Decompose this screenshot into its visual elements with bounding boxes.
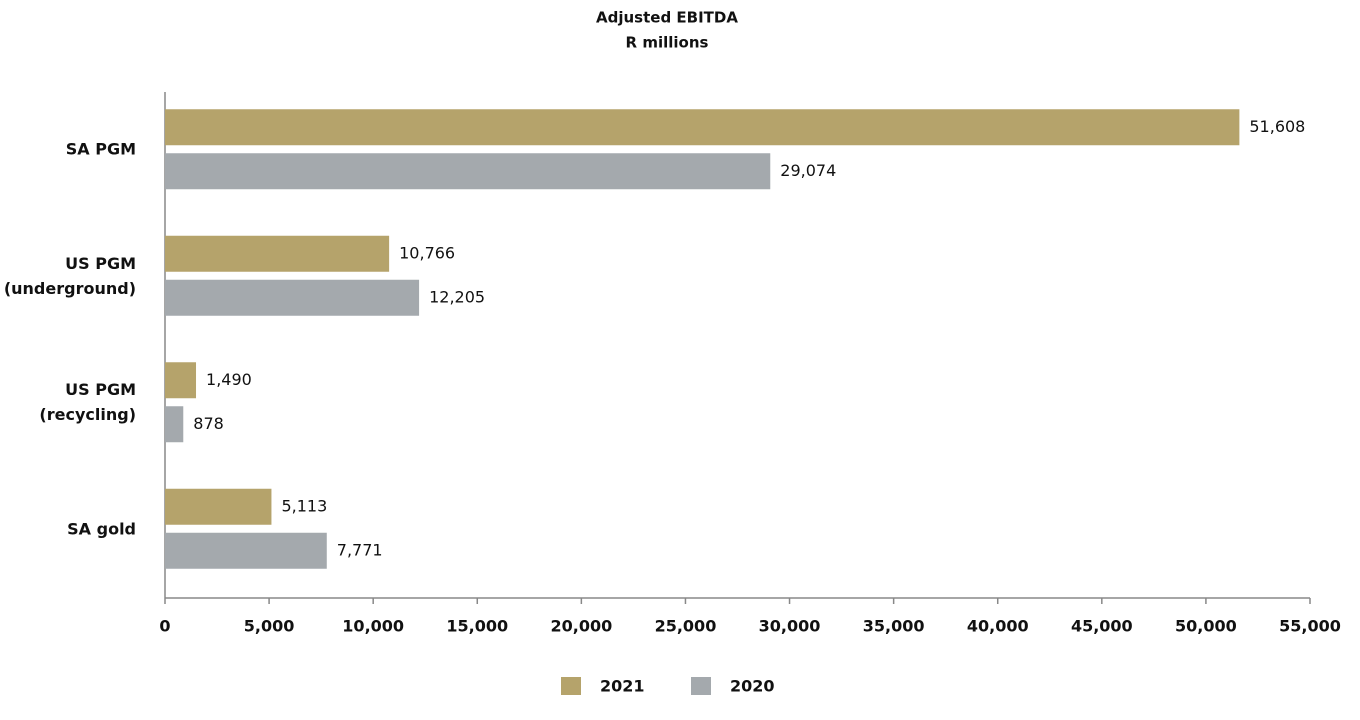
bar <box>165 362 197 399</box>
category-label: US PGM (recycling) <box>39 380 136 425</box>
bar <box>165 153 771 190</box>
bar <box>165 109 1240 146</box>
chart-subtitle: R millions <box>626 34 709 52</box>
legend-label: 2021 <box>600 677 645 696</box>
bar <box>165 279 420 316</box>
x-tick-label: 30,000 <box>759 617 821 636</box>
x-tick-label: 10,000 <box>342 617 404 636</box>
x-tick-label: 15,000 <box>446 617 508 636</box>
x-tick-label: 25,000 <box>655 617 717 636</box>
x-tick-label: 35,000 <box>863 617 925 636</box>
value-label: 29,074 <box>780 161 836 180</box>
value-label: 12,205 <box>429 287 485 306</box>
x-tick-label: 0 <box>159 617 170 636</box>
value-label: 51,608 <box>1249 117 1305 136</box>
category-label: SA gold <box>67 519 136 539</box>
x-tick-label: 40,000 <box>967 617 1029 636</box>
value-label: 7,771 <box>337 540 383 559</box>
category-label: SA PGM <box>65 139 136 159</box>
category-label: US PGM (underground) <box>3 253 136 298</box>
x-tick-label: 5,000 <box>244 617 295 636</box>
value-label: 5,113 <box>281 496 327 515</box>
bar <box>165 406 184 443</box>
x-tick-label: 45,000 <box>1071 617 1133 636</box>
x-tick-label: 20,000 <box>550 617 612 636</box>
bar <box>165 532 327 569</box>
legend-label: 2020 <box>730 677 775 696</box>
legend-swatch <box>691 677 711 695</box>
chart-title: Adjusted EBITDA <box>596 9 738 27</box>
value-label: 878 <box>193 414 224 433</box>
x-tick-label: 55,000 <box>1279 617 1341 636</box>
value-label: 10,766 <box>399 243 455 262</box>
bar <box>165 488 272 525</box>
value-label: 1,490 <box>206 370 252 389</box>
x-tick-label: 50,000 <box>1175 617 1237 636</box>
legend-swatch <box>561 677 581 695</box>
bar <box>165 235 390 272</box>
